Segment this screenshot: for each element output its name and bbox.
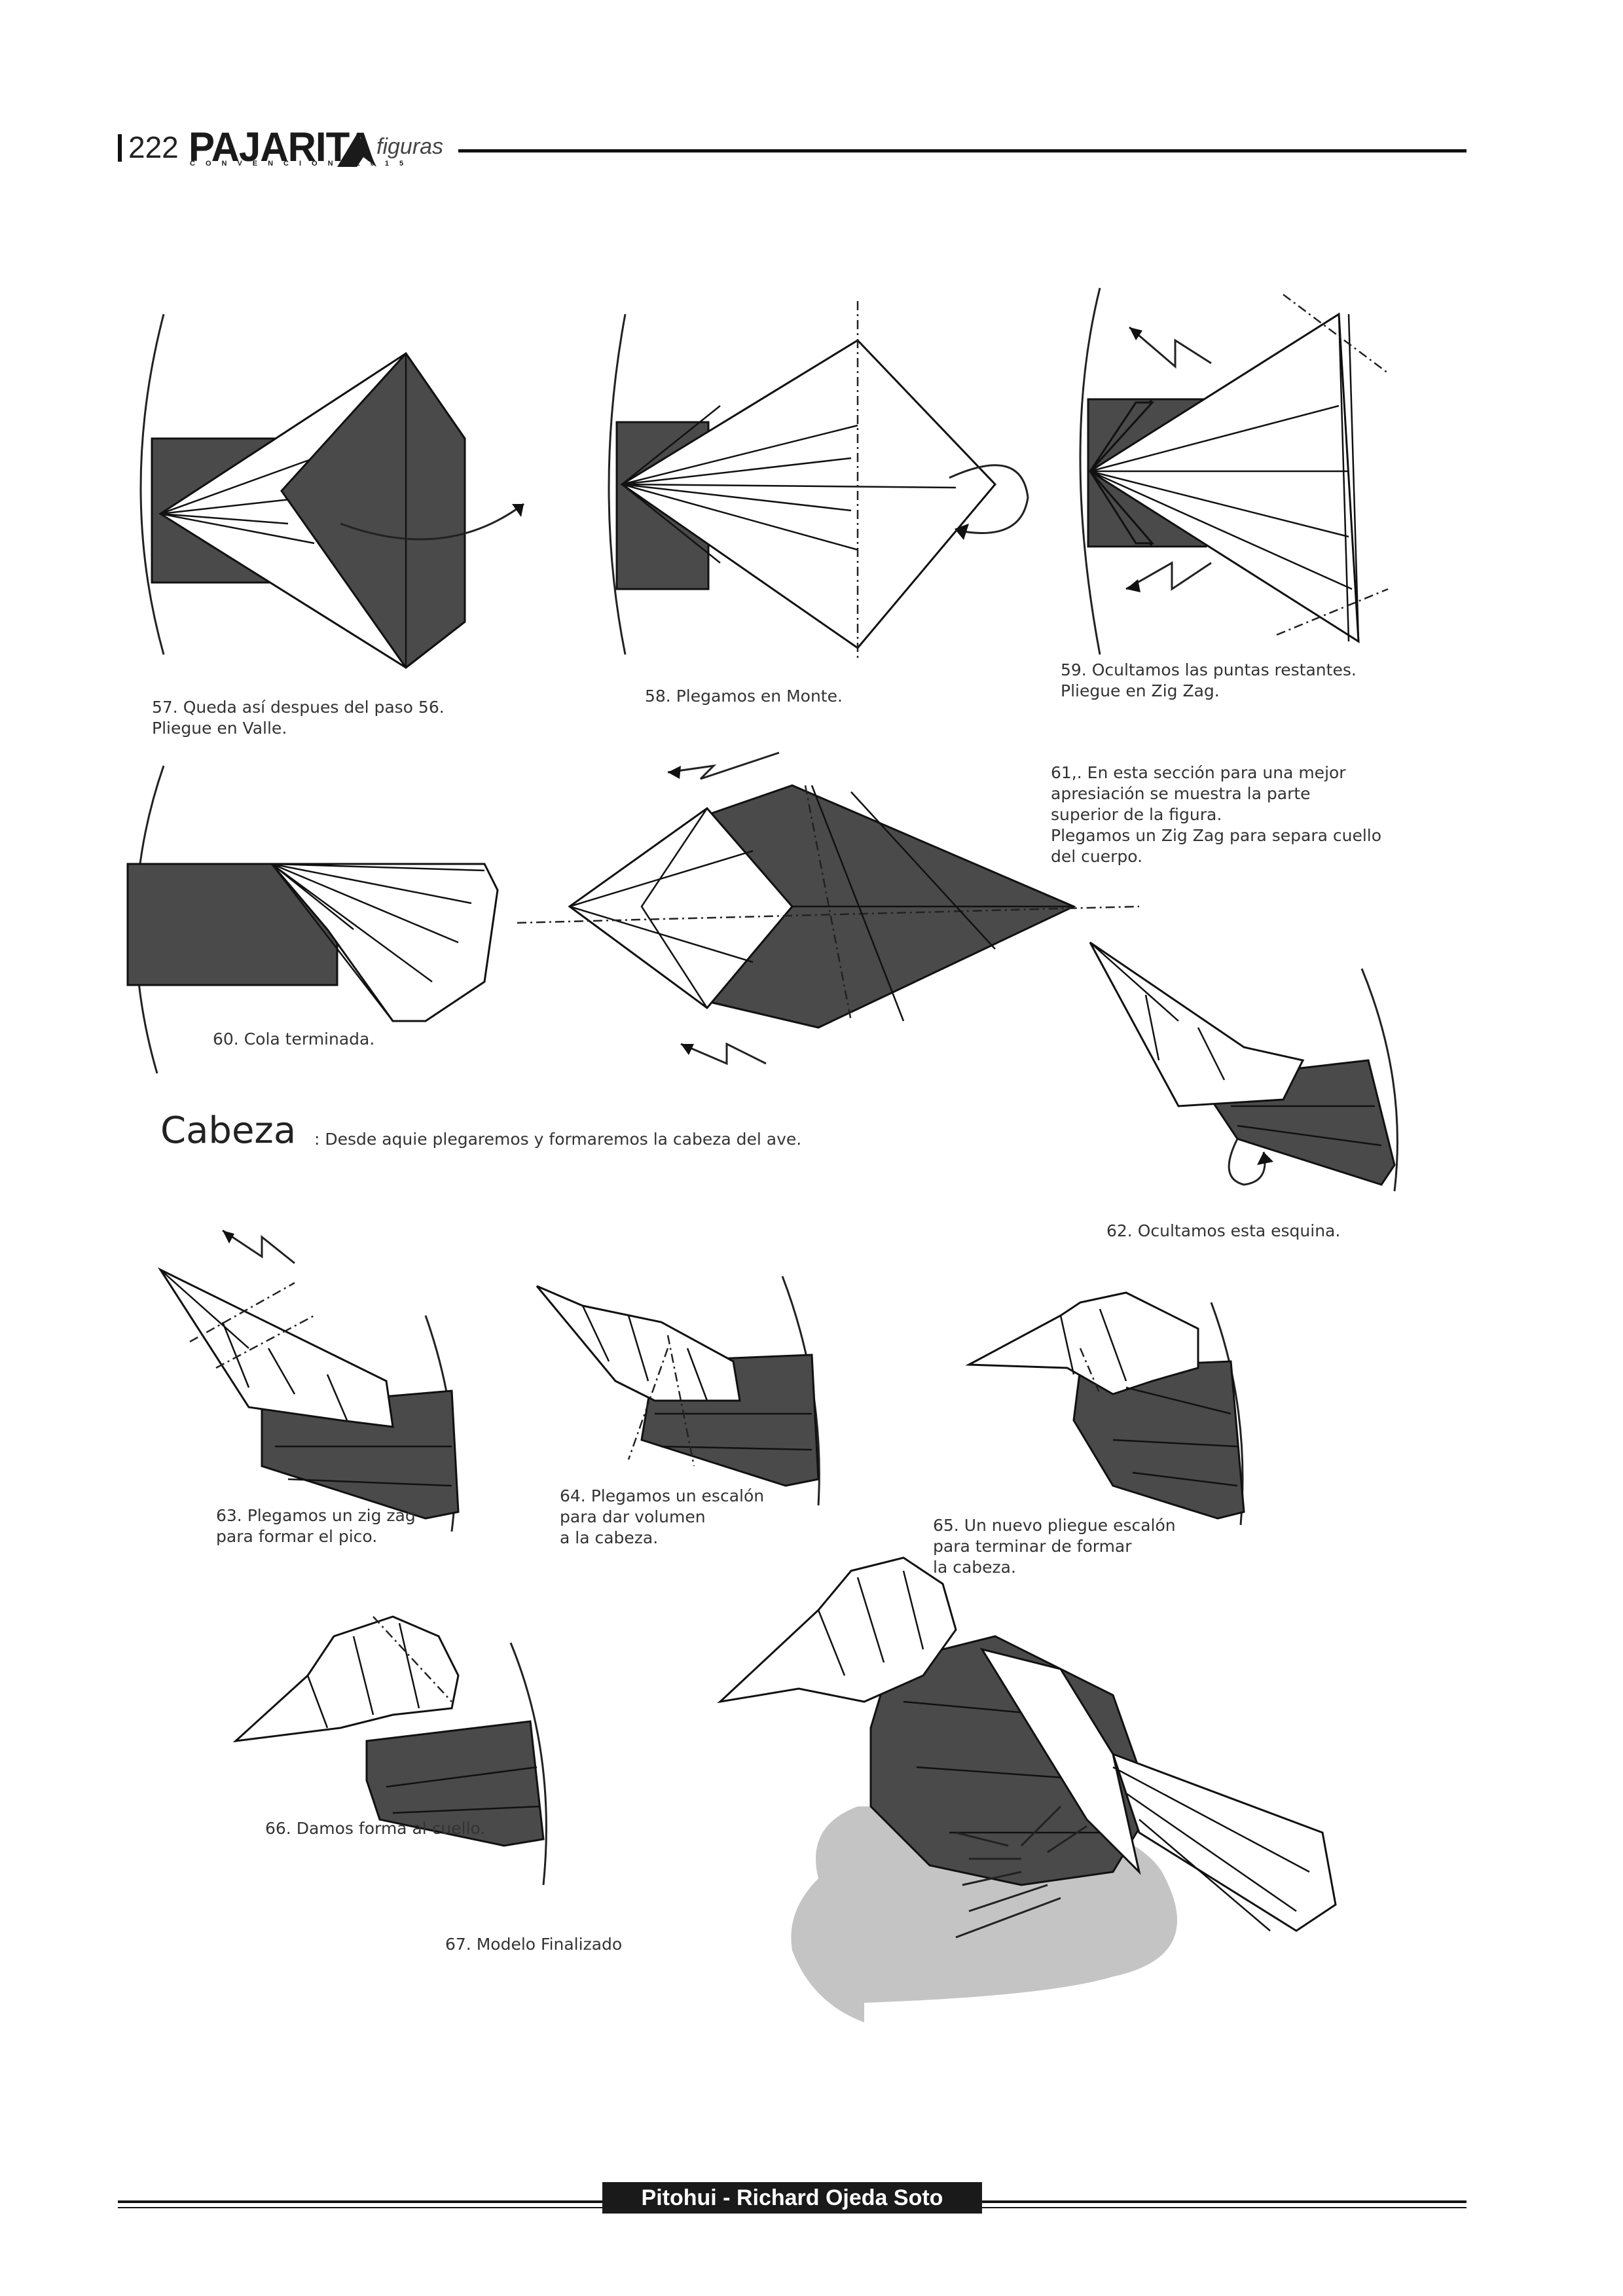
diagram-step-59 bbox=[1079, 287, 1389, 655]
diagram-step-57 bbox=[139, 314, 524, 670]
caption-step-64: 64. Plegamos un escalón para dar volumen… bbox=[560, 1486, 765, 1547]
caption-step-59: 59. Ocultamos las puntas restantes. Plie… bbox=[1061, 660, 1357, 700]
caption-step-58: 58. Plegamos en Monte. bbox=[645, 687, 843, 706]
diagram-step-63 bbox=[157, 1229, 460, 1532]
footer-credit: Pitohui - Richard Ojeda Soto bbox=[602, 2182, 982, 2214]
header-rule bbox=[458, 149, 1467, 152]
header-bar bbox=[118, 134, 122, 162]
caption-step-57: 57. Queda así despues del paso 56. Plieg… bbox=[152, 698, 445, 738]
caption-step-60: 60. Cola terminada. bbox=[213, 1030, 375, 1049]
diagram-step-66 bbox=[232, 1615, 547, 1886]
section-label: figuras bbox=[376, 134, 444, 159]
caption-step-61: 61,. En esta sección para una mejor apre… bbox=[1051, 763, 1382, 866]
diagram-step-65 bbox=[965, 1291, 1245, 1526]
diagram-step-60 bbox=[126, 765, 499, 1074]
caption-step-62: 62. Ocultamos esta esquina. bbox=[1106, 1221, 1341, 1240]
diagram-step-62 bbox=[1089, 941, 1398, 1192]
page-number: 222 bbox=[128, 130, 179, 164]
caption-step-66: 66. Damos forma al cuello. bbox=[265, 1819, 486, 1838]
caption-step-63: 63. Plegamos un zig zag para formar el p… bbox=[216, 1506, 416, 1546]
caption-step-67: 67. Modelo Finalizado bbox=[445, 1935, 623, 1954]
section-heading-cabeza: Cabeza bbox=[160, 1109, 297, 1152]
diagram-step-58 bbox=[608, 301, 1029, 661]
diagram-step-64 bbox=[536, 1276, 820, 1506]
diagram-step-61 bbox=[517, 751, 1140, 1066]
diagram-step-67-finished-model bbox=[717, 1556, 1337, 2022]
caption-step-65: 65. Un nuevo pliegue escalón para termin… bbox=[933, 1516, 1176, 1577]
section-intro-cabeza: : Desde aquie plegaremos y formaremos la… bbox=[314, 1130, 802, 1149]
